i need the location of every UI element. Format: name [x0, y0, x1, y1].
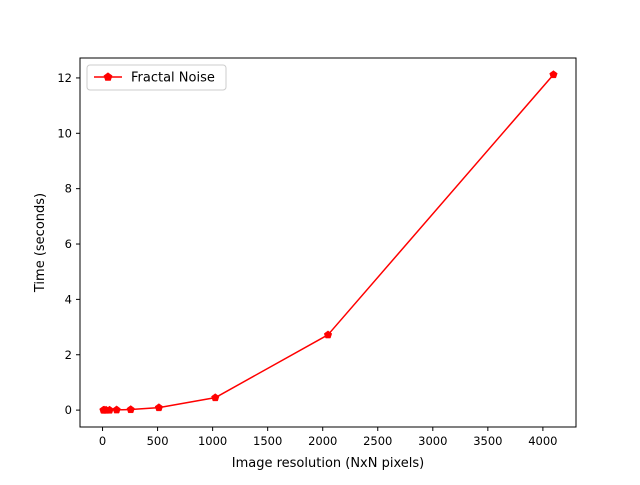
data-point-marker: [549, 70, 558, 79]
y-tick-label: 10: [57, 126, 72, 140]
y-tick-label: 12: [57, 71, 72, 85]
legend-label: Fractal Noise: [131, 71, 215, 86]
x-tick-label: 500: [147, 434, 169, 448]
x-tick-label: 3000: [418, 434, 447, 448]
x-tick-label: 1500: [253, 434, 282, 448]
data-point-marker: [154, 403, 164, 412]
y-tick-label: 8: [65, 182, 72, 196]
data-point-marker: [126, 405, 135, 414]
x-tick-label: 4000: [528, 434, 557, 448]
data-point-marker: [112, 405, 121, 414]
x-tick-label: 2500: [363, 434, 392, 448]
x-tick-label: 2000: [308, 434, 337, 448]
x-tick-label: 1000: [198, 434, 227, 448]
y-tick-label: 0: [65, 403, 72, 417]
x-axis-ticks: 0 500 1000 1500 2000 2500 3000 3500 4000: [99, 427, 558, 448]
legend: Fractal Noise: [86, 64, 227, 91]
y-axis-label: Time (seconds): [33, 193, 48, 293]
x-axis-label: Image resolution (NxN pixels): [232, 456, 424, 471]
legend-marker-swatch: [103, 72, 113, 81]
data-point-marker: [323, 330, 333, 339]
x-tick-label: 0: [99, 434, 106, 448]
y-axis-ticks: 0 2 4 6 8 10 12: [57, 71, 80, 417]
plot-area-frame: [79, 57, 577, 428]
legend-box: [86, 64, 227, 91]
data-point-marker: [211, 393, 220, 402]
x-tick-label: 3500: [473, 434, 502, 448]
series-layer: [99, 70, 558, 414]
y-tick-label: 6: [65, 237, 72, 251]
y-tick-label: 2: [65, 348, 72, 362]
y-tick-label: 4: [65, 292, 72, 306]
